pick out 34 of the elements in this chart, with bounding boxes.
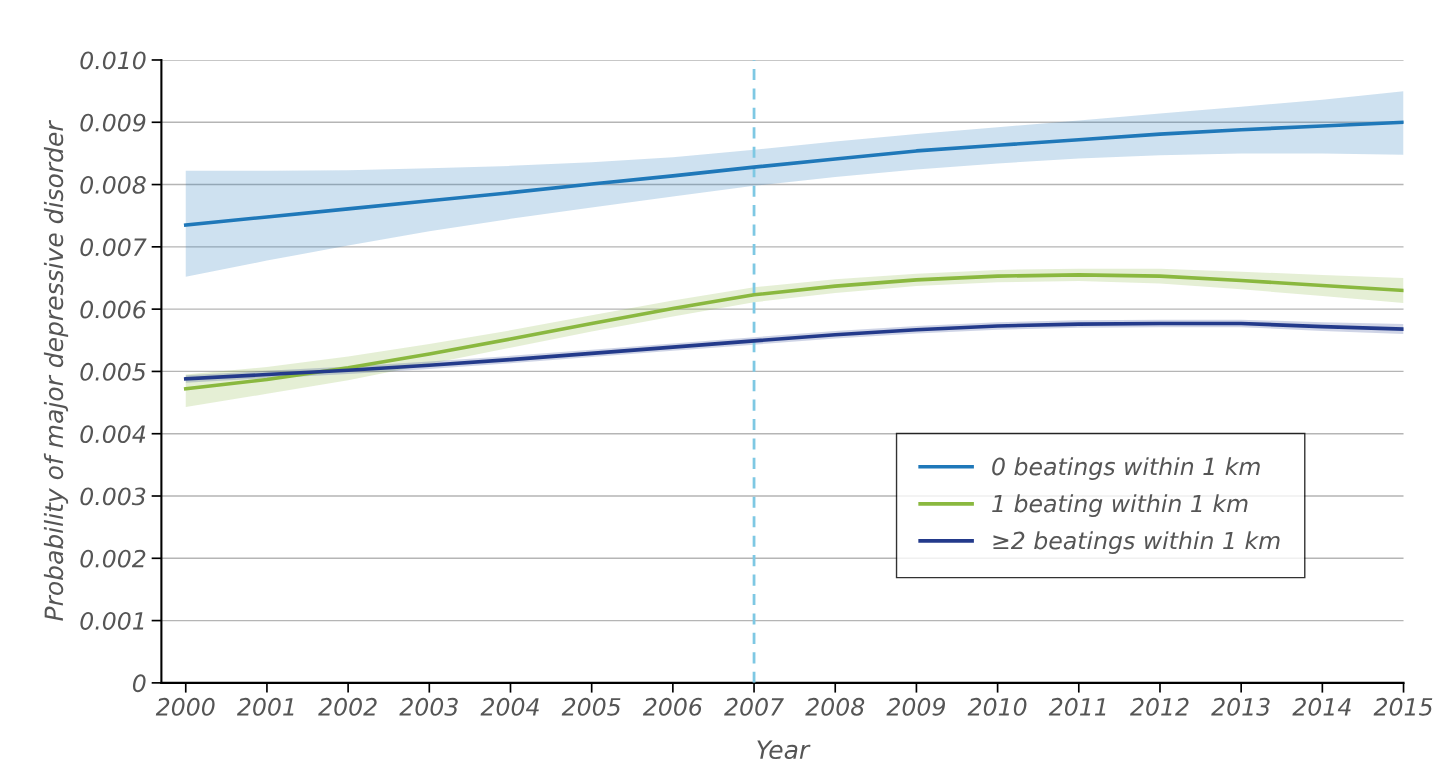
y-tick-label: 0.002 <box>80 549 146 568</box>
y-tick-label: 0.007 <box>80 238 147 257</box>
y-tick-label: 0.006 <box>80 300 146 319</box>
x-tick-label: 2011 <box>1048 697 1106 716</box>
x-tick-label: 2004 <box>480 697 539 716</box>
x-tick-label: 2005 <box>561 697 621 716</box>
x-tick-label: 2002 <box>318 697 377 716</box>
x-tick-label: 2001 <box>236 697 294 716</box>
x-tick-label: 2012 <box>1130 697 1189 716</box>
x-axis-title: Year <box>757 740 811 760</box>
y-tick-label: 0.009 <box>80 113 146 132</box>
y-tick-label: 0.010 <box>80 51 146 70</box>
y-tick-label: 0.004 <box>80 425 146 444</box>
legend-label: 1 beating within 1 km <box>992 494 1248 517</box>
x-tick-label: 2000 <box>155 697 215 716</box>
line-series <box>183 120 1404 227</box>
x-tick-label: 2009 <box>886 697 945 716</box>
y-tick-label: 0 <box>132 674 146 693</box>
x-tick-label: 2007 <box>724 697 784 716</box>
x-tick-label: 2010 <box>967 697 1027 716</box>
y-axis-title: Probability of major depressive disorder <box>43 120 69 621</box>
legend-label: 0 beatings within 1 km <box>992 457 1260 480</box>
legend-label: ≥2 beatings within 1 km <box>993 531 1280 555</box>
x-tick-label: 2015 <box>1373 697 1433 716</box>
x-tick-label: 2013 <box>1211 697 1270 716</box>
x-tick-label: 2008 <box>805 697 865 716</box>
y-tick-label: 0.008 <box>80 176 146 194</box>
x-tick-label: 2014 <box>1292 697 1351 716</box>
y-tick-label: 0.001 <box>80 612 144 630</box>
line-series <box>183 273 1404 391</box>
x-tick-label: 2006 <box>642 697 702 716</box>
y-tick-label: 0.003 <box>80 487 146 506</box>
x-tick-label: 2003 <box>399 697 458 716</box>
y-tick-label: 0.005 <box>80 362 146 381</box>
